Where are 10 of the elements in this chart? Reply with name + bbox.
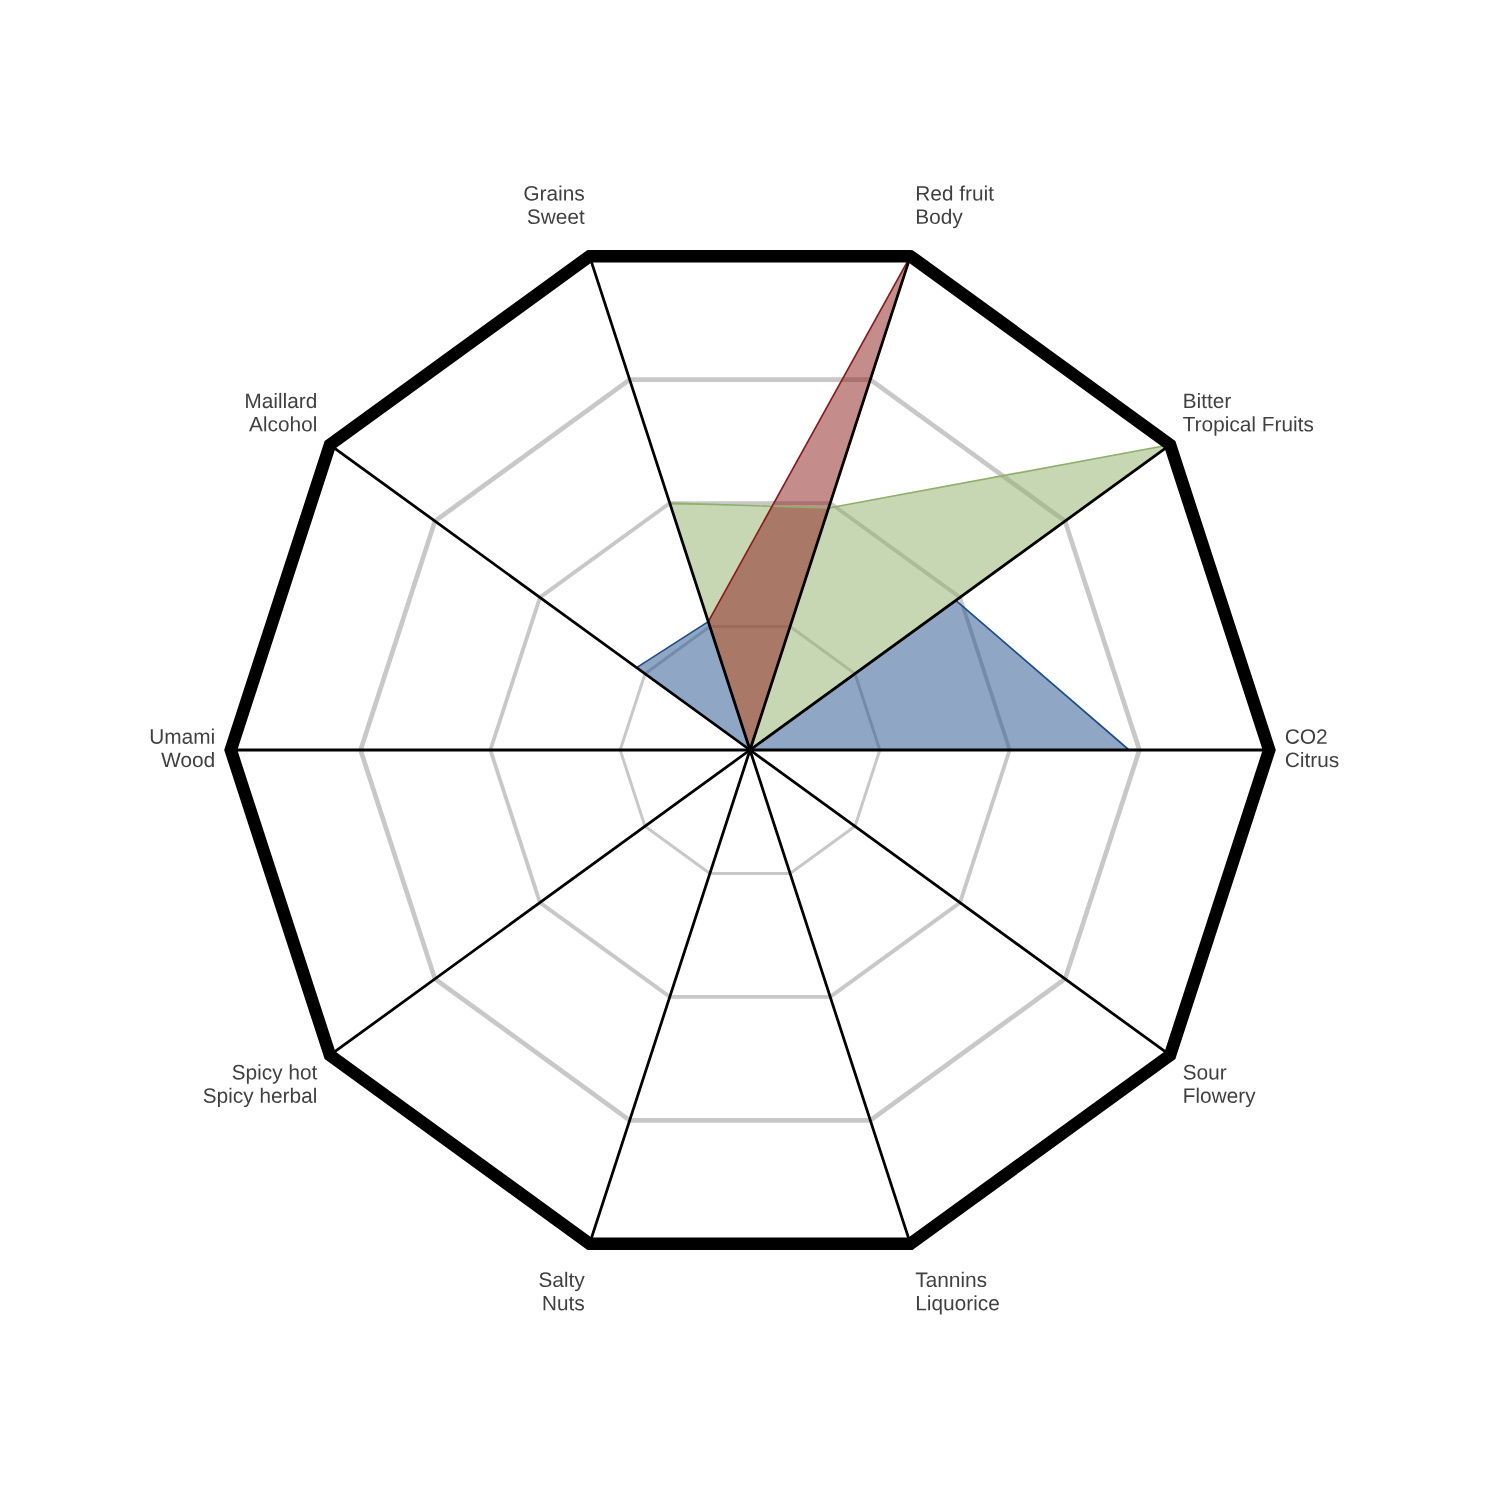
spoke-label: Grains Sweet [524, 185, 585, 225]
spoke-label: Umami Wood [150, 728, 214, 768]
spoke-label: Bitter Tropical Fruits [1183, 392, 1314, 436]
spoke-label: CO2 Citrus [1285, 729, 1339, 768]
spoke-label: Tannins Liquorice [915, 1271, 999, 1315]
spoke-label: Sour Flowery [1183, 1064, 1256, 1108]
spoke-label: Maillard Alcohol [246, 392, 316, 432]
spoke-label: Salty Nuts [539, 1271, 585, 1311]
spoke-label: Red fruit Body [916, 185, 994, 229]
spoke-label: Spicy hot Spicy herbal [203, 1064, 318, 1108]
